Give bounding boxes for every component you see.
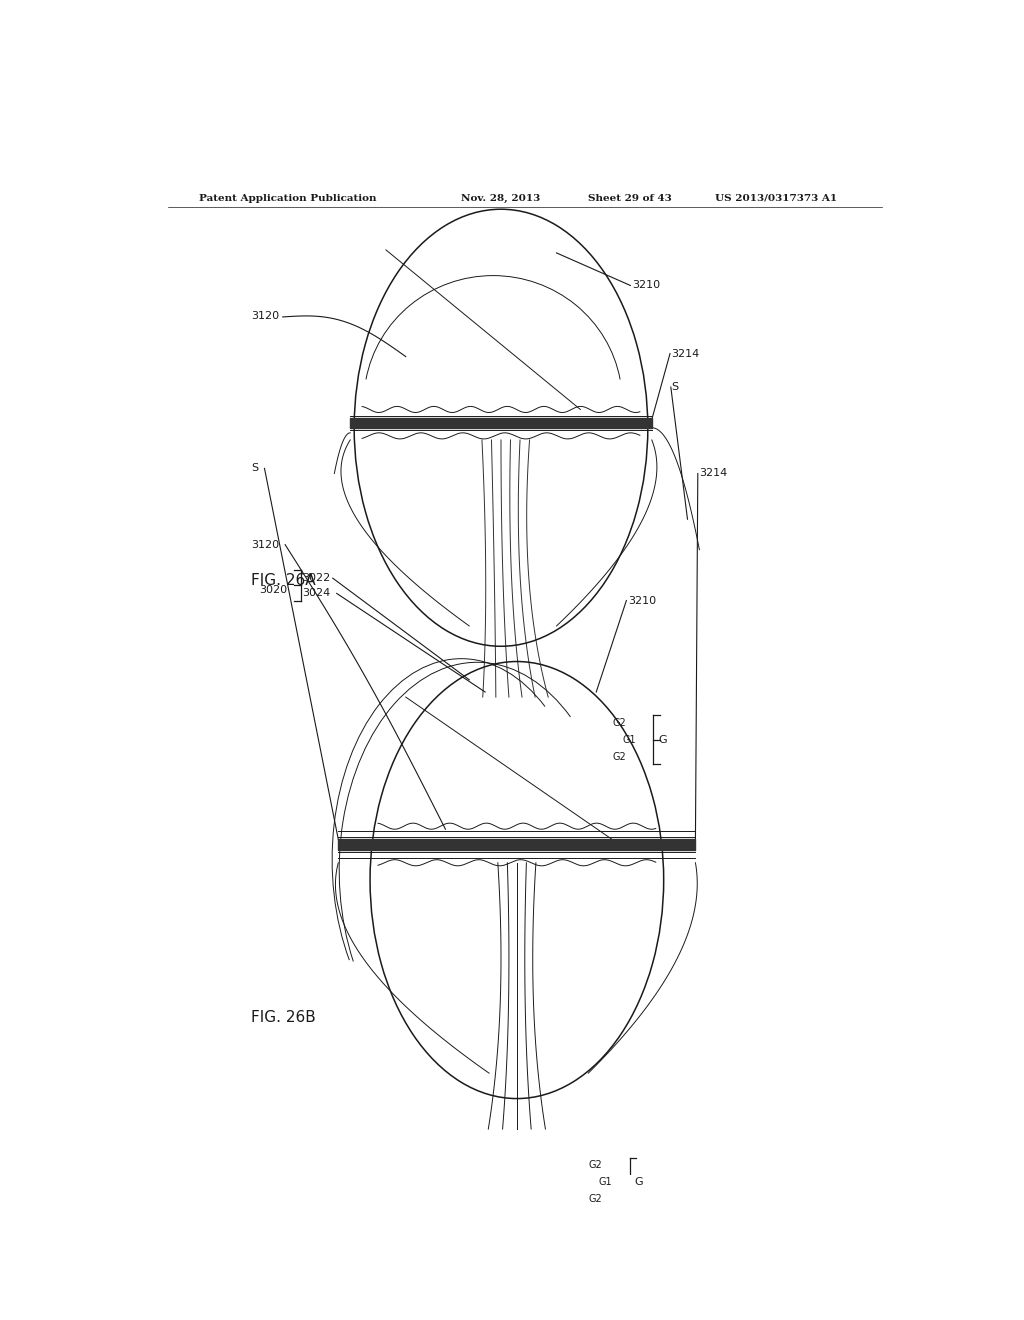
Text: S: S [672, 381, 679, 392]
Text: G: G [634, 1177, 643, 1187]
Text: S: S [251, 463, 258, 474]
Text: 3120: 3120 [251, 312, 280, 321]
Text: FIG. 26A: FIG. 26A [251, 573, 315, 587]
Text: G2: G2 [588, 1160, 602, 1170]
Text: Nov. 28, 2013: Nov. 28, 2013 [461, 194, 541, 203]
Text: G: G [658, 735, 667, 744]
Text: 3214: 3214 [699, 469, 728, 478]
Text: Sheet 29 of 43: Sheet 29 of 43 [588, 194, 672, 203]
Text: FIG. 26B: FIG. 26B [251, 1010, 315, 1024]
Text: G1: G1 [623, 735, 636, 744]
Text: 3024: 3024 [303, 589, 331, 598]
Text: G1: G1 [599, 1177, 612, 1187]
Text: Patent Application Publication: Patent Application Publication [200, 194, 377, 203]
Text: 3022: 3022 [303, 573, 331, 583]
Text: 3020: 3020 [259, 585, 287, 595]
Text: 3214: 3214 [672, 348, 699, 359]
Text: 3210: 3210 [628, 595, 656, 606]
Text: 3120: 3120 [251, 540, 280, 549]
Text: G2: G2 [612, 718, 626, 727]
Text: 3210: 3210 [632, 280, 660, 290]
Text: G2: G2 [612, 752, 626, 762]
Text: G2: G2 [588, 1195, 602, 1204]
Text: US 2013/0317373 A1: US 2013/0317373 A1 [715, 194, 838, 203]
